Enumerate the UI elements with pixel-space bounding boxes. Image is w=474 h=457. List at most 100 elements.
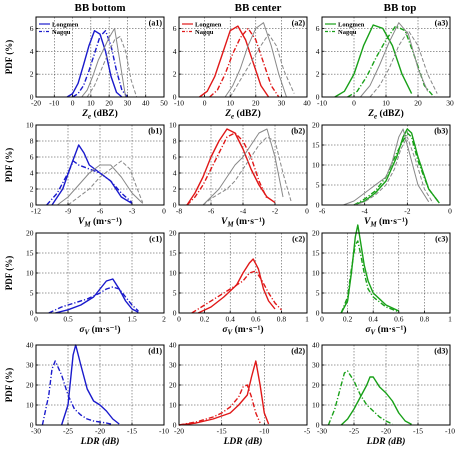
y-tick-label: 4	[316, 47, 320, 56]
reference-series-line-2	[343, 128, 430, 206]
panel-label: (a2)	[292, 19, 306, 28]
x-tick-label: -3	[129, 207, 135, 216]
x-tick-label: -20	[174, 427, 184, 436]
series-line-nagqu	[41, 360, 113, 426]
reference-series-line-2	[360, 22, 429, 98]
legend-label-nagqu: Nagqu	[52, 29, 71, 36]
x-tick-label: -10	[317, 99, 327, 108]
x-axis-label: LDR (dB)	[80, 436, 120, 447]
y-tick-label: 0	[30, 421, 34, 430]
y-tick-label: 4	[173, 47, 177, 56]
y-tick-label: 6	[30, 24, 34, 33]
y-tick-label: 20	[26, 229, 34, 238]
y-tick-label: 20	[312, 121, 320, 130]
x-tick-label: -4	[240, 207, 246, 216]
x-tick-label: 0.8	[420, 315, 430, 324]
series-line-nagqu	[327, 370, 393, 426]
x-tick-label: -10	[445, 427, 455, 436]
y-tick-label: 10	[169, 401, 177, 410]
x-tick-label: -10	[259, 427, 269, 436]
y-tick-label: 10	[312, 161, 320, 170]
x-tick-label: -10	[174, 99, 184, 108]
y-tick-label: 40	[26, 341, 34, 350]
y-tick-label: 20	[312, 381, 320, 390]
reference-series-line-2	[57, 164, 144, 206]
y-tick-label: 6	[173, 24, 177, 33]
x-tick-label: -30	[31, 427, 41, 436]
column-title-bb-center: BB center	[235, 2, 282, 14]
y-tick-label: 6	[316, 24, 320, 33]
series-line-nagqu	[48, 286, 139, 314]
y-axis-label: PDF (%)	[4, 368, 14, 402]
x-tick-label: -20	[381, 427, 391, 436]
y-tick-label: 10	[312, 401, 320, 410]
x-tick-label: 0.6	[251, 315, 261, 324]
y-tick-label: 20	[312, 229, 320, 238]
panel-b2: -8 -6 -4 -2 0 0 2 4 6 8 10 VM (m·s⁻¹) (b2)	[169, 121, 309, 229]
x-tick-label: -5	[304, 427, 310, 436]
series-line-longmen	[353, 128, 440, 206]
series-line-longmen	[340, 224, 400, 314]
column-title-bb-bottom: BB bottom	[74, 2, 125, 14]
y-tick-label: 20	[169, 381, 177, 390]
y-tick-label: 4	[173, 169, 177, 178]
y-tick-label: 10	[26, 401, 34, 410]
x-tick-label: -25	[349, 427, 359, 436]
x-tick-label: 50	[160, 99, 168, 108]
x-tick-label: 1.5	[127, 315, 137, 324]
reference-series-line-3	[369, 30, 438, 98]
x-tick-label: -10	[49, 99, 59, 108]
series-line-longmen	[66, 30, 123, 98]
x-axis-label: Ze (dBZ)	[224, 108, 261, 121]
x-tick-label: -20	[31, 99, 41, 108]
panel-label: (b3)	[434, 127, 448, 136]
x-tick-label: 0	[34, 315, 38, 324]
x-tick-label: -4	[362, 207, 368, 216]
x-tick-label: -15	[413, 427, 423, 436]
y-tick-label: 40	[169, 341, 177, 350]
y-axis-label: PDF (%)	[4, 256, 14, 290]
y-tick-label: 15	[312, 249, 320, 258]
y-tick-label: 0	[316, 201, 320, 210]
y-tick-label: 2	[173, 185, 177, 194]
panel-b1: -12 -9 -6 -3 0 0 2 4 6 8 10 VM (m·s⁻¹) PDF (%) (b1)	[4, 121, 166, 229]
x-tick-label: 20	[252, 99, 260, 108]
series-line-nagqu	[209, 27, 280, 98]
panel-label: (d2)	[291, 347, 305, 356]
y-tick-label: 30	[169, 361, 177, 370]
panel-label: (d3)	[434, 347, 448, 356]
series-line-longmen	[334, 24, 413, 98]
y-tick-label: 2	[173, 70, 177, 79]
x-tick-label: 30	[446, 99, 454, 108]
series-line-longmen	[178, 360, 270, 426]
x-axis-label: σV (m·s⁻¹)	[222, 324, 263, 337]
y-tick-label: 8	[173, 137, 177, 146]
y-tick-label: 2	[30, 70, 34, 79]
y-tick-label: 5	[30, 289, 34, 298]
reference-series-line-3	[67, 160, 144, 206]
x-tick-label: 20	[105, 99, 113, 108]
x-tick-label: -15	[217, 427, 227, 436]
y-tick-label: 15	[312, 141, 320, 150]
x-tick-label: 0	[305, 207, 309, 216]
y-axis-label: PDF (%)	[4, 148, 14, 182]
y-tick-label: 4	[30, 169, 34, 178]
panel-label: (b1)	[148, 127, 162, 136]
reference-series-line-3	[86, 35, 138, 98]
x-tick-label: 10	[226, 99, 234, 108]
column-title-bb-top: BB top	[384, 2, 417, 14]
panel-label: (c2)	[292, 235, 305, 244]
y-tick-label: 2	[30, 185, 34, 194]
panel-label: (a3)	[435, 19, 449, 28]
panel-b3: -6 -4 -2 0 0 5 10 15 20 VM (m·s⁻¹) (b3)	[312, 121, 452, 229]
reference-series-line-3	[353, 136, 434, 206]
panel-label: (c1)	[149, 235, 162, 244]
panel-d2: -20 -15 -10 -5 0 10 20 30 40 LDR (dB) (d2)	[169, 341, 310, 447]
x-axis-label: Ze (dBZ)	[81, 108, 118, 121]
legend-label-longmen: Longmen	[195, 21, 222, 28]
y-tick-label: 0	[30, 93, 34, 102]
